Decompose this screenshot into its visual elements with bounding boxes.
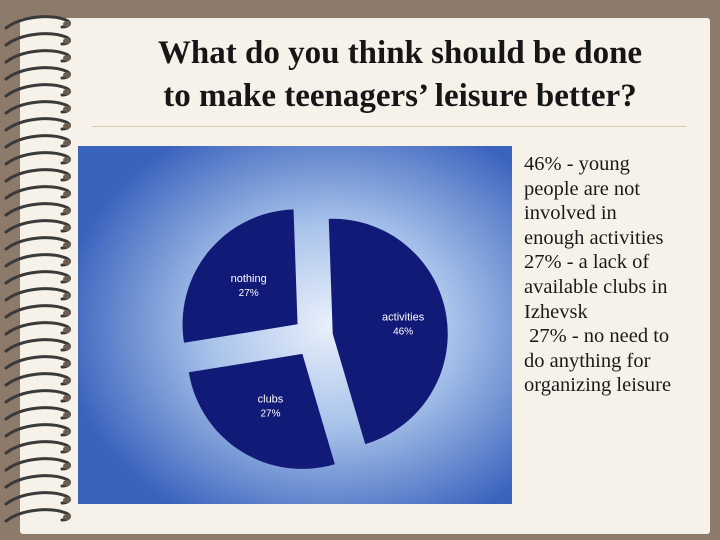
spiral-ring: [4, 406, 71, 421]
spiral-hole: [63, 225, 71, 231]
spiral-hole: [63, 361, 71, 367]
slice-value-activities: 46%: [393, 326, 413, 337]
spiral-ring: [4, 134, 71, 149]
spiral-hole: [63, 38, 71, 44]
spiral-ring: [4, 355, 71, 370]
title-line-1: What do you think should be done: [157, 35, 643, 71]
spiral-ring: [4, 185, 71, 200]
spiral-ring: [4, 15, 71, 30]
spiral-ring: [4, 100, 71, 115]
spiral-ring: [4, 202, 71, 217]
pie-chart: activities 46% clubs 27% nothing 27%: [78, 146, 512, 504]
spiral-ring: [4, 474, 71, 489]
spiral-hole: [63, 259, 71, 265]
spiral-ring: [4, 338, 71, 353]
slice-value-clubs: 27%: [260, 409, 280, 420]
spiral-hole: [63, 327, 71, 333]
note-line: 27% - a lack of: [524, 251, 650, 274]
spiral-ring: [4, 287, 71, 302]
spiral-hole: [63, 310, 71, 316]
spiral-hole: [63, 429, 71, 435]
spiral-hole: [63, 208, 71, 214]
spiral-hole: [63, 344, 71, 350]
spiral-ring: [4, 151, 71, 166]
spiral-hole: [63, 89, 71, 95]
note-line: people are not: [524, 177, 641, 200]
spiral-hole: [63, 191, 71, 197]
spiral-ring: [4, 304, 71, 319]
spiral-ring: [4, 49, 71, 64]
note-line: 46% - young: [524, 153, 630, 175]
pie-slice-clubs: [188, 353, 335, 469]
spiral-hole: [63, 106, 71, 112]
note-line: involved in: [524, 202, 617, 225]
slice-label-clubs: clubs: [258, 394, 284, 406]
spiral-ring: [4, 508, 71, 523]
pie-chart-svg: activities 46% clubs 27% nothing 27%: [78, 146, 512, 504]
spiral-hole: [63, 174, 71, 180]
spiral-hole: [63, 55, 71, 61]
pie-slice-nothing: [182, 209, 298, 343]
spiral-ring: [4, 117, 71, 132]
note-line: 27% - no need to: [524, 325, 670, 348]
note-line: organizing leisure: [524, 374, 672, 397]
spiral-ring: [4, 66, 71, 81]
note-line: Izhevsk: [524, 300, 588, 323]
spiral-ring: [4, 83, 71, 98]
spiral-hole: [63, 463, 71, 469]
spiral-ring: [4, 457, 71, 472]
spiral-hole: [63, 446, 71, 452]
spiral-ring: [4, 236, 71, 251]
spiral-ring: [4, 270, 71, 285]
notes-text: 46% - young people are not involved in enou…: [524, 152, 704, 398]
spiral-hole: [63, 378, 71, 384]
spiral-hole: [63, 276, 71, 282]
slice-label-activities: activities: [382, 311, 425, 323]
spiral-ring: [4, 389, 71, 404]
note-line: enough activities: [524, 226, 664, 249]
spiral-ring: [4, 168, 71, 183]
spiral-ring: [4, 219, 71, 234]
spiral-hole: [63, 480, 71, 486]
slice-label-nothing: nothing: [231, 273, 267, 285]
spiral-ring: [4, 423, 71, 438]
spiral-binding-icon: [4, 15, 71, 523]
spiral-hole: [63, 293, 71, 299]
slide-title: What do you think should be done to make…: [80, 32, 720, 118]
title-divider: [92, 126, 686, 127]
spiral-hole: [63, 21, 71, 27]
spiral-ring: [4, 372, 71, 387]
spiral-ring: [4, 440, 71, 455]
spiral-ring: [4, 321, 71, 336]
spiral-hole: [63, 242, 71, 248]
spiral-hole: [63, 412, 71, 418]
note-line: available clubs in: [524, 275, 668, 298]
spiral-hole: [63, 140, 71, 146]
spiral-hole: [63, 157, 71, 163]
spiral-hole: [63, 123, 71, 129]
pie-slice-activities: [328, 218, 448, 445]
slice-value-nothing: 27%: [239, 288, 259, 299]
spiral-hole: [63, 72, 71, 78]
spiral-hole: [63, 514, 71, 520]
note-line: do anything for: [524, 349, 651, 372]
spiral-ring: [4, 253, 71, 268]
spiral-ring: [4, 32, 71, 47]
spiral-ring: [4, 491, 71, 506]
title-line-2: to make teenagers’ leisure better?: [163, 78, 637, 114]
spiral-hole: [63, 395, 71, 401]
spiral-hole: [63, 497, 71, 503]
